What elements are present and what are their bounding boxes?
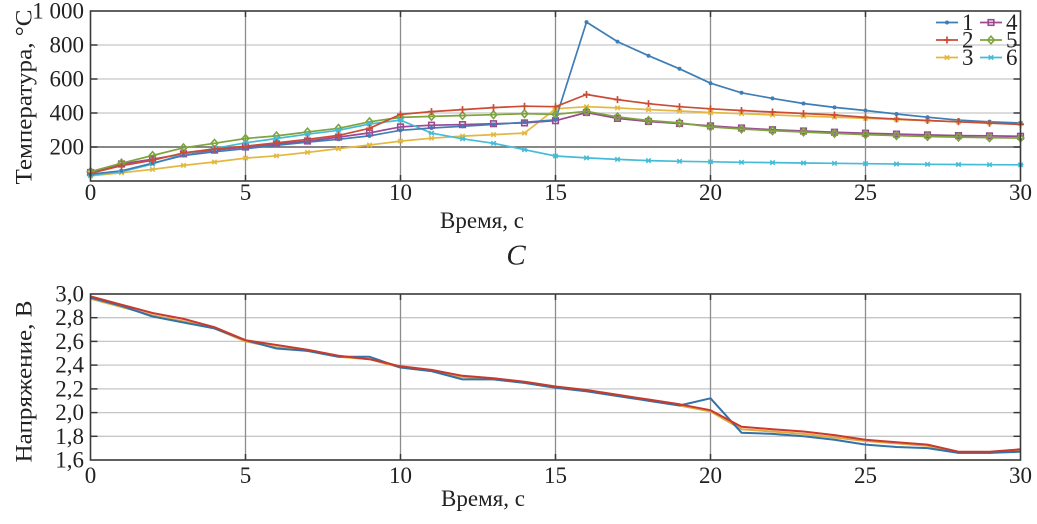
svg-text:5: 5 bbox=[240, 463, 252, 488]
svg-text:200: 200 bbox=[50, 135, 85, 160]
svg-text:25: 25 bbox=[854, 180, 877, 205]
svg-text:25: 25 bbox=[854, 463, 877, 488]
svg-text:30: 30 bbox=[1009, 180, 1032, 205]
svg-text:С: С bbox=[506, 240, 526, 272]
svg-text:10: 10 bbox=[389, 180, 412, 205]
svg-text:0: 0 bbox=[85, 463, 97, 488]
svg-text:15: 15 bbox=[544, 180, 567, 205]
svg-text:4: 4 bbox=[1006, 10, 1018, 35]
svg-text:5: 5 bbox=[240, 180, 252, 205]
svg-text:20: 20 bbox=[699, 180, 722, 205]
svg-text:2,4: 2,4 bbox=[55, 353, 84, 378]
svg-text:1,8: 1,8 bbox=[55, 424, 84, 449]
svg-text:30: 30 bbox=[1009, 463, 1032, 488]
svg-text:6: 6 bbox=[1006, 45, 1018, 70]
svg-text:20: 20 bbox=[699, 463, 722, 488]
svg-text:800: 800 bbox=[50, 33, 85, 58]
svg-text:15: 15 bbox=[544, 463, 567, 488]
svg-text:600: 600 bbox=[50, 67, 85, 92]
svg-text:Время, с: Время, с bbox=[441, 486, 525, 511]
svg-text:2: 2 bbox=[962, 28, 974, 53]
svg-text:2,6: 2,6 bbox=[55, 329, 84, 354]
svg-text:0: 0 bbox=[85, 180, 97, 205]
svg-text:Температура, °С: Температура, °С bbox=[12, 10, 37, 185]
svg-text:2,2: 2,2 bbox=[55, 376, 84, 401]
svg-text:1: 1 bbox=[962, 10, 974, 35]
svg-text:2,0: 2,0 bbox=[55, 400, 84, 425]
svg-text:10: 10 bbox=[389, 463, 412, 488]
svg-text:3,0: 3,0 bbox=[55, 282, 84, 307]
svg-text:Время, с: Время, с bbox=[440, 208, 524, 233]
svg-text:1,6: 1,6 bbox=[55, 448, 84, 473]
svg-text:3: 3 bbox=[962, 45, 974, 70]
svg-text:2,8: 2,8 bbox=[55, 305, 84, 330]
svg-text:Напряжение, В: Напряжение, В bbox=[12, 301, 37, 463]
svg-text:400: 400 bbox=[50, 101, 85, 126]
svg-text:1 000: 1 000 bbox=[32, 0, 84, 24]
svg-text:5: 5 bbox=[1006, 28, 1018, 53]
